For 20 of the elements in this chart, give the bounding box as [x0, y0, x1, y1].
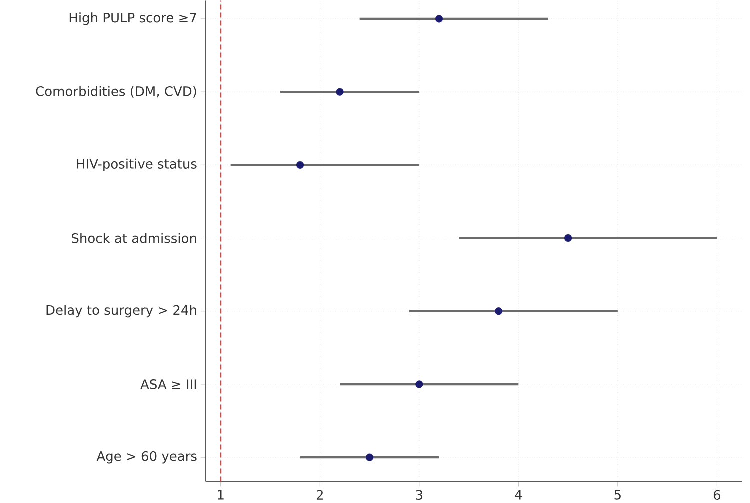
- y-tick-label: ASA ≥ III: [140, 379, 196, 390]
- point: [296, 161, 304, 169]
- point: [564, 234, 572, 242]
- y-tick-label: Age > 60 years: [96, 451, 197, 464]
- y-tick-label: Shock at admission: [72, 233, 196, 244]
- y-tick-label: Comorbidities (DM, CVD): [36, 86, 196, 98]
- x-tick-label: 1: [218, 490, 224, 500]
- point: [416, 380, 424, 388]
- y-tick-label: HIV-positive status: [77, 158, 197, 172]
- point: [336, 88, 344, 96]
- x-tick-label: 2: [316, 490, 323, 500]
- x-tick-label: 6: [714, 490, 720, 500]
- y-tick-label: High PULP score ≥7: [70, 12, 196, 26]
- y-tick-label: Delay to surgery > 24h: [46, 304, 196, 318]
- point: [495, 307, 503, 315]
- point: [435, 14, 444, 23]
- x-tick-label: 5: [614, 490, 621, 500]
- x-tick-label: 4: [515, 490, 522, 500]
- x-tick-label: 3: [416, 490, 422, 500]
- point: [366, 454, 374, 462]
